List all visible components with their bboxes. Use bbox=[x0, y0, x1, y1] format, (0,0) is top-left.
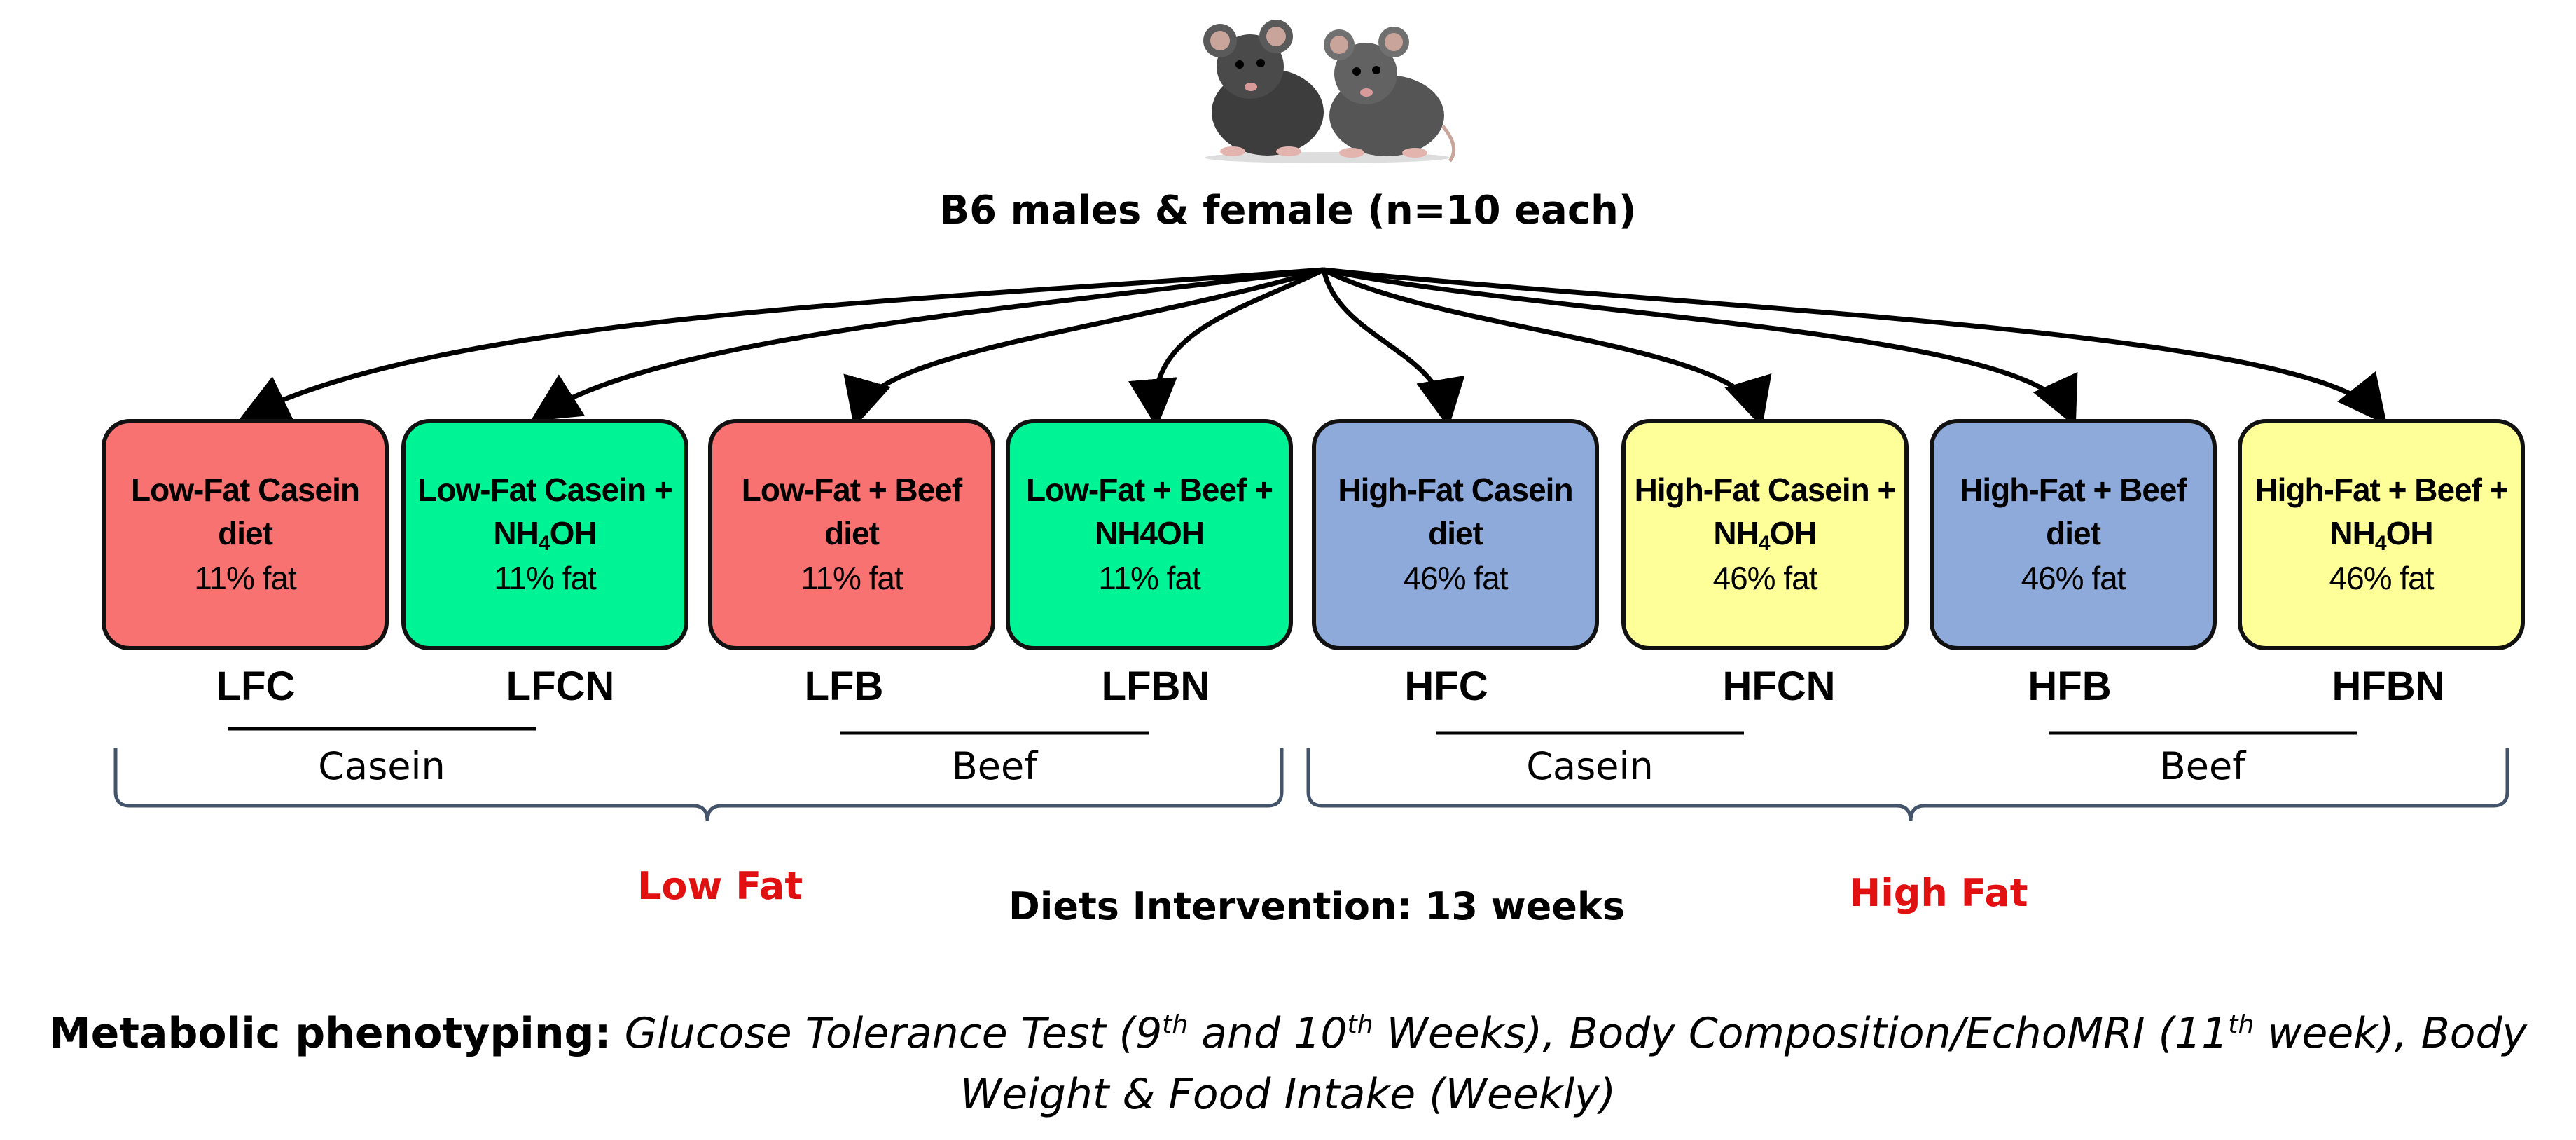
high-fat-brace bbox=[1306, 748, 2509, 822]
arrow-hfb bbox=[1323, 267, 2078, 427]
low-fat-brace bbox=[113, 748, 1284, 822]
diet-box-title: Low-Fat Casein bbox=[131, 472, 360, 508]
arrow-lfb bbox=[843, 267, 1324, 428]
diet-box-title: Low-Fat + Beef bbox=[741, 472, 962, 508]
diet-box-hfcn: High-Fat Casein + NH4OH 46% fat bbox=[1621, 419, 1909, 650]
diet-box-fat: 46% fat bbox=[2021, 560, 2126, 596]
diet-box-fat: 46% fat bbox=[2329, 560, 2435, 596]
group-label-casein-high: Casein bbox=[1526, 744, 1654, 788]
group-label-casein-low: Casein bbox=[318, 744, 445, 788]
diet-box-subtitle: NH4OH bbox=[1713, 515, 1817, 555]
diet-box-hfbn: High-Fat + Beef + NH4OH 46% fat bbox=[2238, 419, 2525, 650]
footer-bold-label: Metabolic phenotyping: bbox=[48, 1009, 611, 1058]
diet-box-fat: 46% fat bbox=[1712, 560, 1818, 596]
abbr-hfb: HFB bbox=[2028, 664, 2112, 709]
abbr-hfcn: HFCN bbox=[1722, 664, 1836, 709]
diet-box-fat: 46% fat bbox=[1403, 560, 1509, 596]
diet-box-title: High-Fat + Beef + bbox=[2255, 472, 2508, 508]
footer-italic-text-2: Weight & Food Intake (Weekly) bbox=[960, 1070, 1616, 1119]
diet-box-title: High-Fat + Beef bbox=[1960, 472, 2187, 508]
abbr-lfcn: LFCN bbox=[506, 664, 615, 709]
low-fat-label: Low Fat bbox=[637, 864, 803, 908]
footer-line-2: Weight & Food Intake (Weekly) bbox=[0, 1070, 2576, 1119]
diet-box-title: Low-Fat Casein + bbox=[417, 472, 673, 508]
arrow-lfbn bbox=[1128, 267, 1325, 428]
diet-box-title: High-Fat Casein + bbox=[1634, 472, 1897, 508]
intervention-label: Diets Intervention: 13 weeks bbox=[1009, 884, 1625, 928]
group-label-beef-low: Beef bbox=[951, 744, 1038, 788]
arrow-hfbn bbox=[1323, 267, 2388, 425]
diet-box-fat: 11% fat bbox=[494, 560, 597, 596]
diet-box-subtitle: diet bbox=[824, 515, 880, 551]
diet-box-lfb: Low-Fat + Beef diet 11% fat bbox=[708, 419, 995, 650]
mouse-left bbox=[1203, 20, 1324, 156]
diet-box-fat: 11% fat bbox=[801, 560, 903, 596]
diet-box-lfcn: Low-Fat Casein + NH4OH 11% fat bbox=[401, 419, 688, 650]
high-fat-label: High Fat bbox=[1849, 871, 2028, 915]
footer-italic-text: Glucose Tolerance Test (9th and 10th Wee… bbox=[611, 1009, 2528, 1058]
arrow-hfcn bbox=[1322, 267, 1772, 428]
diet-box-subtitle: NH4OH bbox=[493, 515, 597, 555]
abbr-lfbn: LFBN bbox=[1101, 664, 1210, 709]
arrow-lfcn bbox=[530, 267, 1324, 422]
arrow-lfc bbox=[239, 267, 1324, 421]
study-title: B6 males & female (n=10 each) bbox=[939, 188, 1637, 233]
diet-box-subtitle: diet bbox=[2046, 515, 2101, 551]
diet-box-lfbn: Low-Fat + Beef + NH4OH 11% fat bbox=[1006, 419, 1293, 650]
diet-box-hfc: High-Fat Casein diet 46% fat bbox=[1312, 419, 1599, 650]
mouse-right bbox=[1324, 27, 1456, 163]
diet-box-lfc: Low-Fat Casein diet 11% fat bbox=[102, 419, 389, 650]
abbr-hfbn: HFBN bbox=[2332, 664, 2445, 709]
abbr-hfc: HFC bbox=[1404, 664, 1488, 709]
diet-box-subtitle: NH4OH bbox=[1094, 515, 1205, 551]
diet-box-title: High-Fat Casein bbox=[1338, 472, 1573, 508]
diet-box-subtitle: diet bbox=[218, 515, 273, 551]
diet-box-title: Low-Fat + Beef + bbox=[1025, 472, 1273, 508]
diet-box-subtitle: NH4OH bbox=[2329, 515, 2433, 555]
group-label-beef-high: Beef bbox=[2159, 744, 2246, 788]
footer-line-1: Metabolic phenotyping: Glucose Tolerance… bbox=[0, 1009, 2576, 1058]
abbr-lfb: LFB bbox=[804, 664, 884, 709]
arrow-hfc bbox=[1321, 269, 1465, 428]
abbr-lfc: LFC bbox=[216, 664, 296, 709]
mice-image bbox=[1203, 20, 1456, 163]
diet-box-subtitle: diet bbox=[1428, 515, 1483, 551]
diet-box-fat: 11% fat bbox=[1098, 560, 1201, 596]
diet-box-fat: 11% fat bbox=[194, 560, 297, 596]
diet-box-hfb: High-Fat + Beef diet 46% fat bbox=[1930, 419, 2217, 650]
